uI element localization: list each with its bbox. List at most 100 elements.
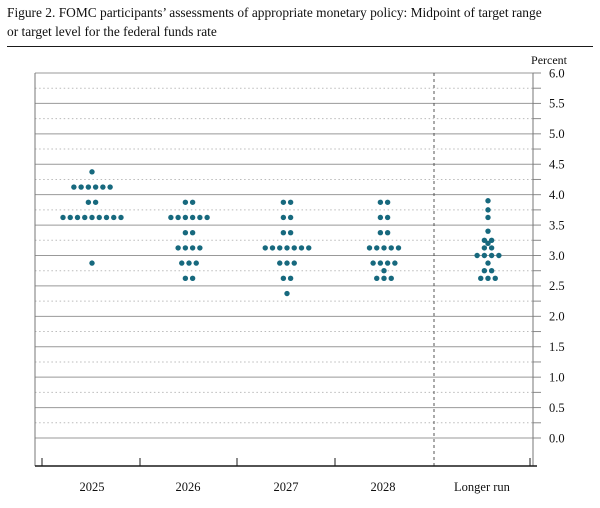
dot xyxy=(96,214,102,221)
dot xyxy=(381,245,387,251)
dot xyxy=(388,245,394,251)
dot xyxy=(89,260,95,266)
dot xyxy=(100,184,106,190)
dot xyxy=(384,199,391,205)
dot xyxy=(277,245,283,251)
dot xyxy=(186,260,192,266)
dot xyxy=(366,245,373,251)
dot xyxy=(287,275,294,282)
dot xyxy=(485,228,491,234)
y-axis-tick-label: 3.5 xyxy=(549,218,565,232)
dot xyxy=(103,214,110,221)
dot xyxy=(370,260,376,266)
dot xyxy=(168,214,174,221)
dot xyxy=(485,207,491,213)
dot xyxy=(284,245,290,251)
dot xyxy=(262,245,268,251)
dot xyxy=(474,252,480,259)
dot xyxy=(280,199,287,205)
dot xyxy=(377,214,384,221)
dot xyxy=(284,290,290,297)
dot xyxy=(377,199,384,205)
dot xyxy=(92,199,99,205)
figure-title-line2: or target level for the federal funds ra… xyxy=(7,23,217,39)
dot xyxy=(384,214,391,221)
dot xyxy=(306,245,312,251)
dot xyxy=(298,245,305,251)
y-axis-tick-label: 4.5 xyxy=(549,158,565,172)
dot xyxy=(189,199,196,205)
dot xyxy=(280,229,287,236)
dot xyxy=(89,214,95,221)
dot xyxy=(481,252,488,259)
y-axis-tick-label: 4.0 xyxy=(549,188,565,202)
dot xyxy=(182,275,189,282)
dot xyxy=(492,275,498,282)
dot xyxy=(384,260,391,266)
dot xyxy=(179,260,185,266)
dot xyxy=(478,275,484,282)
dot xyxy=(381,268,387,274)
dot xyxy=(481,268,488,274)
dot xyxy=(384,229,391,236)
x-axis-category-label: 2028 xyxy=(371,480,396,494)
dot xyxy=(284,260,290,266)
dot xyxy=(280,275,287,282)
dot xyxy=(488,268,495,274)
dot xyxy=(488,245,495,251)
dot xyxy=(197,214,203,221)
dot xyxy=(485,275,491,282)
figure-title: Figure 2. FOMC participants’ assessments… xyxy=(7,4,593,47)
dot xyxy=(291,245,297,251)
dot xyxy=(277,260,283,266)
gridlines xyxy=(35,72,541,439)
dot xyxy=(189,245,196,251)
dot xyxy=(269,245,276,251)
dot xyxy=(175,214,181,221)
dot xyxy=(193,260,199,266)
dot xyxy=(496,252,502,259)
dot xyxy=(488,237,495,243)
figure-title-line1: Figure 2. FOMC participants’ assessments… xyxy=(7,5,542,20)
x-axis-category-label: 2026 xyxy=(176,480,201,494)
y-axis-tick-label: 1.5 xyxy=(549,340,565,354)
dot xyxy=(287,229,294,236)
dot xyxy=(197,245,203,251)
y-axis-unit-label: Percent xyxy=(531,53,568,67)
x-axis-category-label: 2027 xyxy=(274,480,299,494)
dot xyxy=(189,229,196,236)
x-axis-category-label: Longer run xyxy=(454,480,511,494)
dot xyxy=(395,245,402,251)
dot xyxy=(118,214,124,221)
dot xyxy=(204,214,210,221)
dot xyxy=(182,199,189,205)
dot xyxy=(189,214,196,221)
y-axis-tick-labels: 6.0 5.5 5.0 4.5 4.0 3.5 3.0 2.5 2.0 1.5 1.0 0.5 0.0 xyxy=(549,66,565,445)
dot xyxy=(182,229,189,236)
dot xyxy=(388,275,394,282)
dot xyxy=(280,214,287,221)
x-axis-category-labels: 2025 2026 2027 2028 Longer run xyxy=(80,480,511,494)
y-axis-tick-label: 5.0 xyxy=(549,127,565,141)
dot xyxy=(287,214,294,221)
y-axis-tick-label: 3.0 xyxy=(549,249,565,263)
dot xyxy=(182,245,189,251)
dot xyxy=(481,245,488,251)
y-axis-tick-label: 2.0 xyxy=(549,310,565,324)
y-axis-tick-label: 5.5 xyxy=(549,97,565,111)
dot xyxy=(175,245,181,251)
dot xyxy=(374,275,380,282)
dot xyxy=(485,198,491,204)
y-axis-tick-label: 2.5 xyxy=(549,279,565,293)
dot-series xyxy=(60,169,502,297)
dot xyxy=(287,199,294,205)
y-axis-tick-label: 1.0 xyxy=(549,370,565,384)
dot xyxy=(82,214,88,221)
dot xyxy=(488,252,495,259)
dot xyxy=(67,214,73,221)
dot xyxy=(60,214,66,221)
dot xyxy=(74,214,81,221)
dot xyxy=(374,245,380,251)
dot xyxy=(92,184,99,190)
